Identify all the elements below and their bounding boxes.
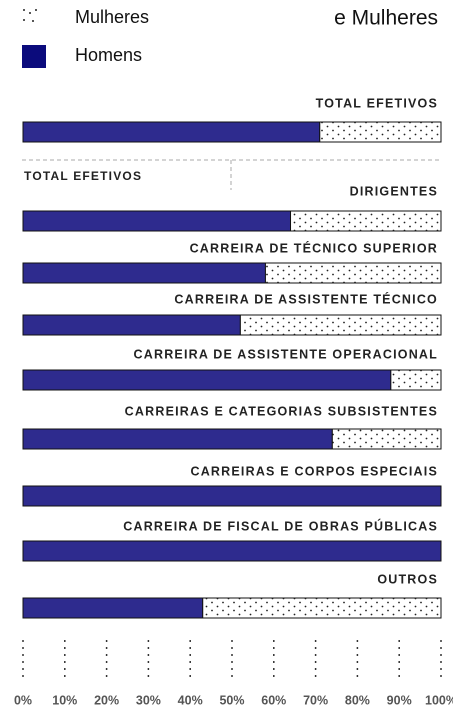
legend-label: Homens xyxy=(75,45,142,65)
category-label: CARREIRAS E CATEGORIAS SUBSISTENTES xyxy=(125,404,438,418)
category-label: CARREIRAS E CORPOS ESPECIAIS xyxy=(190,464,438,478)
legend-swatch xyxy=(32,20,34,22)
x-tick-label: 60% xyxy=(261,693,286,707)
legend-swatch xyxy=(22,45,46,68)
x-tick-label: 80% xyxy=(345,693,370,707)
bar-segment xyxy=(319,121,442,143)
bar-segment xyxy=(290,210,442,232)
bar-segment xyxy=(331,428,442,450)
x-tick-label: 20% xyxy=(94,693,119,707)
category-label: CARREIRA DE FISCAL DE OBRAS PÚBLICAS xyxy=(123,518,438,533)
category-label: TOTAL EFETIVOS xyxy=(316,96,438,110)
x-tick-label: 50% xyxy=(219,693,244,707)
x-tick-label: 0% xyxy=(14,693,32,707)
bar-segment xyxy=(22,369,392,391)
bar-segment xyxy=(22,314,241,336)
legend-swatch xyxy=(35,9,37,11)
section-label: TOTAL EFETIVOS xyxy=(24,169,142,183)
bar-segment xyxy=(264,262,442,284)
legend-swatch xyxy=(29,12,31,14)
bar-segment xyxy=(22,262,266,284)
category-label: CARREIRA DE ASSISTENTE OPERACIONAL xyxy=(134,347,438,361)
category-label: DIRIGENTES xyxy=(350,184,438,198)
category-label: CARREIRA DE TÉCNICO SUPERIOR xyxy=(190,240,438,255)
bar-segment xyxy=(22,540,442,562)
bar-segment xyxy=(22,121,321,143)
x-tick-label: 100% xyxy=(425,693,453,707)
legend-label: Mulheres xyxy=(75,7,149,27)
bar-segment xyxy=(22,597,204,619)
bar-segment xyxy=(22,485,442,507)
bar-segment xyxy=(202,597,442,619)
x-tick-label: 30% xyxy=(136,693,161,707)
bar-segment xyxy=(22,210,292,232)
bar-segment xyxy=(239,314,442,336)
x-tick-label: 70% xyxy=(303,693,328,707)
category-label: OUTROS xyxy=(377,572,438,586)
legend-swatch xyxy=(23,9,25,11)
bar-segment xyxy=(390,369,442,391)
chart-title: e Mulheres xyxy=(334,7,438,30)
bar-segment xyxy=(22,428,333,450)
category-label: CARREIRA DE ASSISTENTE TÉCNICO xyxy=(174,291,438,306)
x-tick-label: 90% xyxy=(387,693,412,707)
x-tick-label: 40% xyxy=(178,693,203,707)
x-tick-label: 10% xyxy=(52,693,77,707)
legend-swatch xyxy=(23,19,25,21)
